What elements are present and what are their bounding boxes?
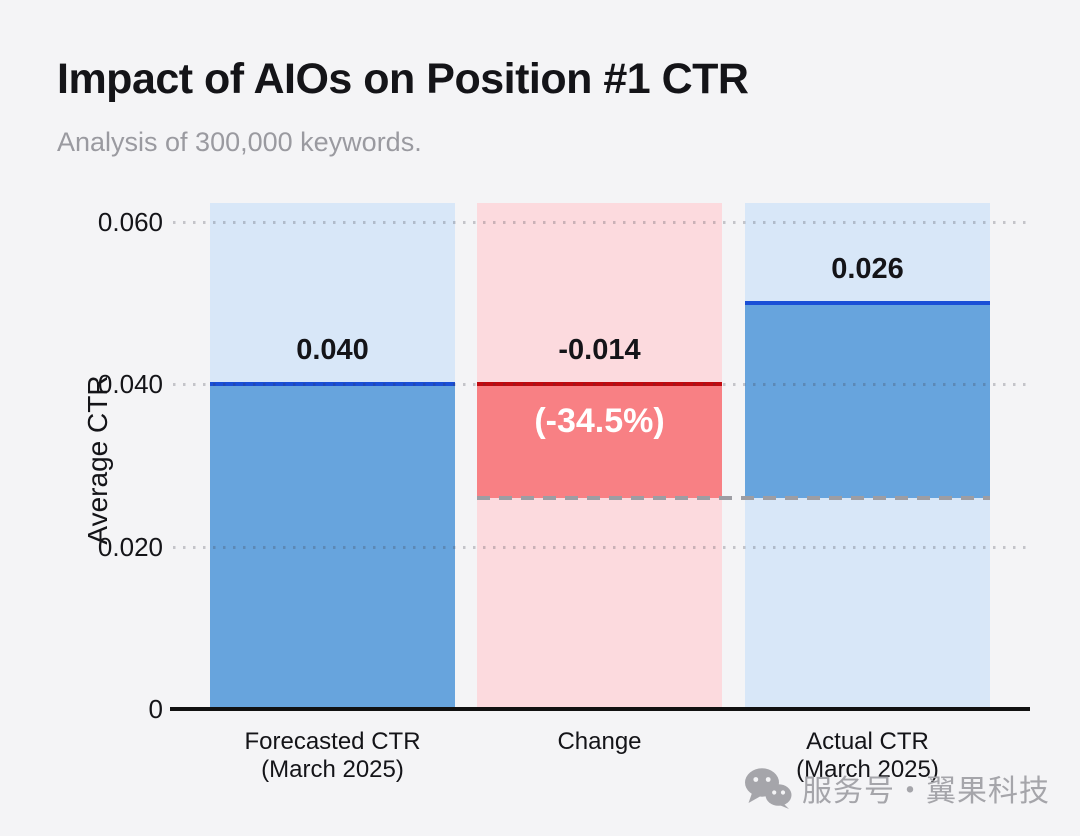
x-axis-label-line: Change xyxy=(557,728,642,755)
gridline-0.060 xyxy=(173,221,1030,224)
gridline-0.020 xyxy=(173,546,1030,549)
x-axis-label-line: (March 2025) xyxy=(261,756,404,783)
watermark: 服务号・翼果科技 xyxy=(744,766,1050,810)
y-tick-0.060: 0.060 xyxy=(97,207,163,237)
x-axis-label-line: Actual CTR xyxy=(806,728,929,755)
value-label-forecast: 0.040 xyxy=(296,334,369,366)
bar-change xyxy=(477,384,722,498)
bar-topline-forecast xyxy=(210,382,455,386)
x-axis-label-line: Forecasted CTR xyxy=(244,728,421,755)
bar-topline-actual xyxy=(745,301,990,305)
x-axis-label-actual: Actual CTR (March 2025) xyxy=(718,728,1018,784)
watermark-text: 服务号・翼果科技 xyxy=(802,775,1050,808)
chart-title: Impact of AIOs on Position #1 CTR xyxy=(57,55,749,103)
x-axis-label-change: Change xyxy=(450,728,750,756)
gridline-0.040 xyxy=(173,383,1030,386)
y-tick-0.020: 0.020 xyxy=(97,532,163,562)
value-label-actual: 0.026 xyxy=(831,253,904,285)
x-axis-label-line: (March 2025) xyxy=(796,756,939,783)
bar-forecast xyxy=(210,384,455,709)
value-label-change: -0.014 xyxy=(558,334,641,366)
y-tick-0: 0 xyxy=(148,694,163,724)
bar-topline-change xyxy=(477,382,722,386)
bar-actual xyxy=(745,303,990,498)
dashed-reference-line xyxy=(477,496,990,500)
wechat-icon xyxy=(745,768,792,809)
x-axis-line xyxy=(170,707,1030,711)
x-axis-label-forecast: Forecasted CTR (March 2025) xyxy=(183,728,483,784)
pct-label-change: (-34.5%) xyxy=(534,402,665,440)
y-tick-0.040: 0.040 xyxy=(97,369,163,399)
chart-subtitle: Analysis of 300,000 keywords. xyxy=(57,127,422,157)
